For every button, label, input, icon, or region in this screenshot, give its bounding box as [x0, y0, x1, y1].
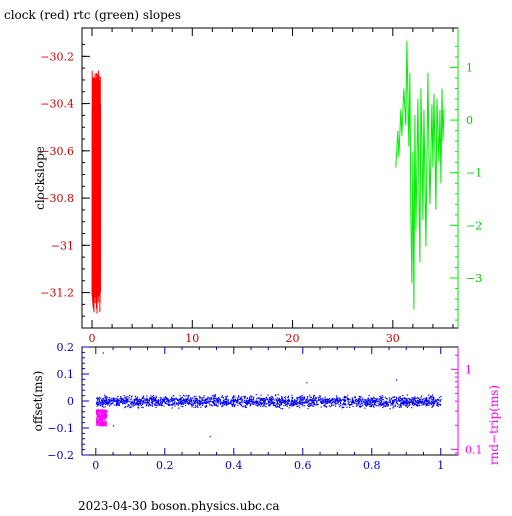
top-y-tick-label: −30.8 — [40, 192, 74, 205]
bottom-y-tick-label: −0.1 — [47, 422, 74, 435]
top-marks: 0 10 20 30−30.2−30.4−30.6−30.8−31−31.210−1−… — [40, 28, 482, 345]
footer-text: 2023-04-30 boson.physics.ubc.ca — [78, 499, 280, 512]
bottom-x-tick-label: 1 — [437, 459, 444, 472]
bottom-marks: 0 0.2 0.4 0.6 0.8 1 0.2 0.1 0 −0.1 −0.2 1 0.1 — [47, 341, 482, 472]
bottom-y-axis-label: offset(ms) — [31, 371, 45, 432]
bottom-y2-tick-label: 1 — [465, 363, 472, 376]
top-y-axis-label: clockslope — [33, 146, 47, 210]
bottom-chart: offset(ms) rnd−trip(ms) 0 0.2 0.4 0.6 0.8 1 0.… — [31, 341, 501, 472]
top-x-tick-label: 30 — [386, 332, 400, 345]
bottom-y-tick-label: −0.2 — [47, 449, 74, 462]
bottom-y2-tick-label: 0.1 — [465, 443, 483, 456]
bottom-x-tick-label: 0 — [92, 459, 99, 472]
top-plot-frame — [81, 27, 459, 329]
rtc-slope-series — [395, 41, 445, 310]
top-y-tick-label: −30.4 — [40, 98, 74, 111]
top-y-tick-label: −30.6 — [40, 145, 74, 158]
top-y-tick-label: −30.2 — [40, 50, 74, 63]
top-y2-tick-label: −3 — [466, 272, 482, 285]
clock-slope-series — [91, 70, 102, 314]
offset-scatter — [95, 352, 442, 438]
bottom-x-tick-label: 0.4 — [225, 459, 243, 472]
chart-title: clock (red) rtc (green) slopes — [4, 8, 181, 22]
bottom-y2-axis-label: rnd−trip(ms) — [487, 385, 501, 465]
top-y-tick-label: −31.2 — [40, 287, 74, 300]
bottom-x-tick-label: 0.2 — [156, 459, 174, 472]
top-x-tick-label: 0 — [89, 332, 96, 345]
top-y2-tick-label: −1 — [466, 167, 482, 180]
bottom-y-tick-label: 0.1 — [57, 368, 75, 381]
bottom-y-tick-label: 0 — [67, 395, 74, 408]
top-y-tick-label: −31 — [51, 239, 74, 252]
top-y2-tick-label: 1 — [466, 61, 473, 74]
round-trip-scatter — [95, 409, 108, 427]
top-y2-tick-label: −2 — [466, 219, 482, 232]
top-x-tick-label: 20 — [286, 332, 300, 345]
bottom-y-tick-label: 0.2 — [57, 341, 75, 354]
top-chart: clockslope 0 10 20 30−30.2−30.4−30.6−30.8−3… — [33, 27, 482, 345]
bottom-x-tick-label: 0.6 — [294, 459, 312, 472]
top-y2-tick-label: 0 — [466, 114, 473, 127]
bottom-x-tick-label: 0.8 — [363, 459, 381, 472]
top-x-tick-label: 10 — [185, 332, 199, 345]
